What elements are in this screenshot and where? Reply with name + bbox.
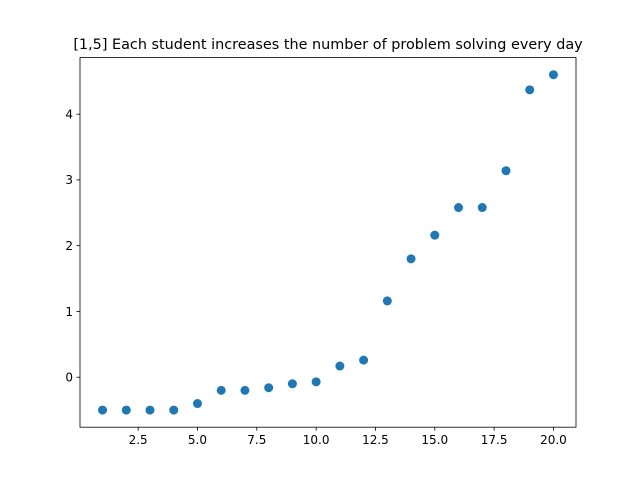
data-point	[264, 383, 274, 393]
data-point	[169, 405, 179, 415]
y-tick-label: 0	[65, 371, 73, 385]
data-point	[359, 355, 369, 365]
data-point	[477, 203, 487, 213]
x-tick-label: 12.5	[362, 433, 389, 447]
x-tick-label: 5.0	[188, 433, 207, 447]
x-tick-label: 20.0	[540, 433, 567, 447]
x-tick-label: 2.5	[129, 433, 148, 447]
data-point	[548, 70, 558, 80]
x-axis: 2.5 5.0 7.5 10.0 12.5 15.0 17.5 20.0	[129, 427, 567, 447]
x-tick-label: 10.0	[303, 433, 330, 447]
axes-frame	[79, 57, 577, 428]
x-tick-label: 17.5	[481, 433, 508, 447]
y-tick-label: 4	[65, 107, 73, 121]
data-points	[98, 70, 558, 415]
data-point	[382, 296, 392, 306]
data-point	[311, 377, 321, 387]
chart-title: [1,5] Each student increases the number …	[73, 37, 583, 53]
data-point	[121, 405, 131, 415]
data-point	[430, 230, 440, 240]
data-point	[145, 405, 155, 415]
data-point	[335, 361, 345, 371]
plot-area: 2.5 5.0 7.5 10.0 12.5 15.0 17.5 20.0 0 1 2 3 4	[65, 57, 577, 447]
x-tick-label: 7.5	[247, 433, 266, 447]
data-point	[216, 385, 226, 395]
data-point	[525, 85, 535, 95]
data-point	[406, 254, 416, 264]
data-point	[192, 399, 202, 409]
data-point	[501, 166, 511, 176]
y-tick-label: 3	[65, 173, 73, 187]
x-tick-label: 15.0	[421, 433, 448, 447]
y-axis: 0 1 2 3 4	[65, 107, 80, 385]
y-tick-label: 2	[65, 239, 73, 253]
data-point	[287, 379, 297, 389]
data-point	[454, 203, 464, 213]
data-point	[240, 385, 250, 395]
data-point	[98, 405, 108, 415]
y-tick-label: 1	[65, 305, 73, 319]
